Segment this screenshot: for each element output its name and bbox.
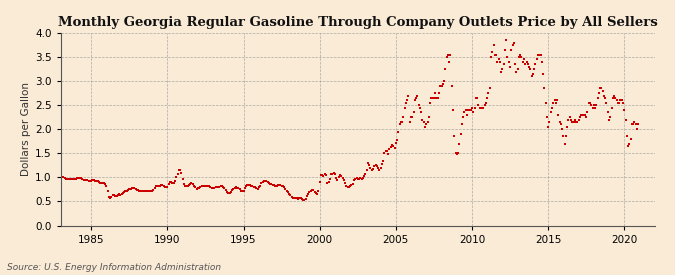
Title: Monthly Georgia Regular Gasoline Through Company Outlets Price by All Sellers: Monthly Georgia Regular Gasoline Through… (58, 16, 657, 29)
Text: Source: U.S. Energy Information Administration: Source: U.S. Energy Information Administ… (7, 263, 221, 272)
Y-axis label: Dollars per Gallon: Dollars per Gallon (21, 82, 31, 176)
